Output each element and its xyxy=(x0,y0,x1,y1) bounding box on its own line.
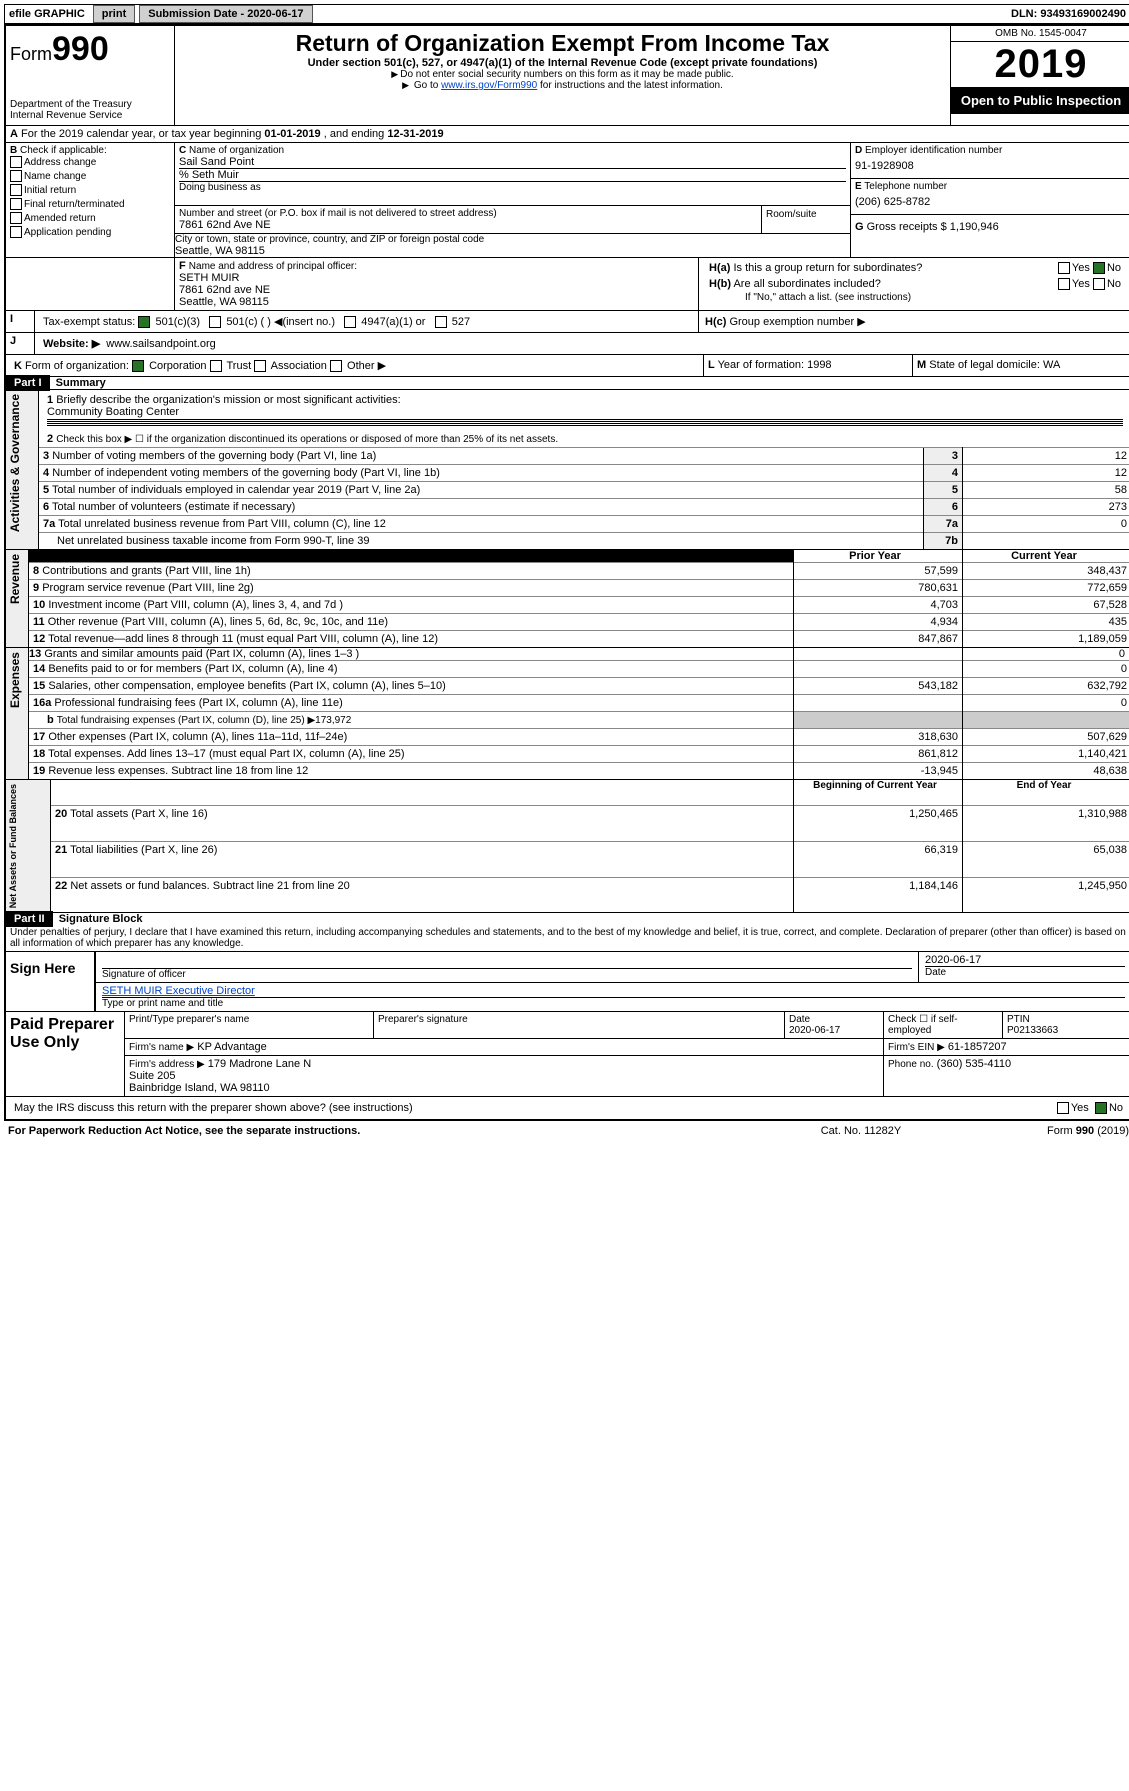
form-prefix: Form xyxy=(10,44,52,64)
ptin: P02133663 xyxy=(1007,1025,1058,1036)
page-footer: For Paperwork Reduction Act Notice, see … xyxy=(4,1121,1129,1141)
form-header: Form990 Department of the TreasuryIntern… xyxy=(6,26,1129,125)
cb-final-return[interactable]: Final return/terminated xyxy=(10,198,170,212)
section-a: A For the 2019 calendar year, or tax yea… xyxy=(6,125,1129,142)
section-i: I Tax-exempt status: 501(c)(3) 501(c) ( … xyxy=(6,310,1129,332)
form-footer: Form 990 (2019) xyxy=(965,1123,1129,1139)
part2-header: Part II Signature Block xyxy=(6,912,1129,925)
dln-label: DLN: 93493169002490 xyxy=(1011,8,1129,20)
year-formation: 1998 xyxy=(807,359,831,371)
note-link: Go to www.irs.gov/Form990 for instructio… xyxy=(183,80,942,91)
cb-other[interactable] xyxy=(330,360,342,372)
section-j: J Website: ▶ www.sailsandpoint.org xyxy=(6,332,1129,354)
cb-app-pending[interactable]: Application pending xyxy=(10,226,170,240)
cb-4947[interactable] xyxy=(344,316,356,328)
submission-date-button[interactable]: Submission Date - 2020-06-17 xyxy=(139,5,312,23)
irs-link[interactable]: www.irs.gov/Form990 xyxy=(441,80,537,91)
discuss-row: May the IRS discuss this return with the… xyxy=(6,1096,1129,1119)
website: www.sailsandpoint.org xyxy=(106,338,215,350)
efile-label: efile GRAPHIC xyxy=(5,8,89,20)
officer-name: SETH MUIR xyxy=(179,272,240,284)
sign-date: 2020-06-17 xyxy=(925,954,1125,966)
city-state-zip: Seattle, WA 98115 xyxy=(175,245,850,257)
section-b-to-g: B Check if applicable: Address change Na… xyxy=(6,142,1129,257)
cb-527[interactable] xyxy=(435,316,447,328)
tax-year: 2019 xyxy=(951,42,1129,87)
cb-address-change[interactable]: Address change xyxy=(10,156,170,170)
telephone: (206) 625-8782 xyxy=(855,192,1127,212)
expenses-table: Expenses 13 Grants and similar amounts p… xyxy=(6,647,1129,779)
dept-label: Department of the TreasuryInternal Reven… xyxy=(10,99,170,121)
cb-501c[interactable] xyxy=(209,316,221,328)
ein: 91-1928908 xyxy=(855,156,1127,176)
declaration: Under penalties of perjury, I declare th… xyxy=(6,925,1129,951)
ha-yes[interactable] xyxy=(1058,262,1070,274)
cb-name-change[interactable]: Name change xyxy=(10,170,170,184)
revenue-table: Revenue Prior Year Current Year 8 Contri… xyxy=(6,549,1129,647)
cb-trust[interactable] xyxy=(210,360,222,372)
cb-501c3[interactable] xyxy=(138,316,150,328)
hb-no[interactable] xyxy=(1093,278,1105,290)
omb-number: OMB No. 1545-0047 xyxy=(951,26,1129,42)
netassets-table: Net Assets or Fund Balances Beginning of… xyxy=(6,779,1129,912)
form-title: Return of Organization Exempt From Incom… xyxy=(183,30,942,57)
cb-corp[interactable] xyxy=(132,360,144,372)
gross-receipts: 1,190,946 xyxy=(950,221,999,233)
section-revenue: Revenue xyxy=(6,550,24,608)
part1-table: Activities & Governance 1 Briefly descri… xyxy=(6,389,1129,549)
section-netassets: Net Assets or Fund Balances xyxy=(6,780,20,912)
cb-amended[interactable]: Amended return xyxy=(10,212,170,226)
section-f-h: F Name and address of principal officer:… xyxy=(6,257,1129,310)
paid-preparer: Paid Preparer Use Only Print/Type prepar… xyxy=(6,1011,1129,1096)
print-button[interactable]: print xyxy=(93,5,135,23)
discuss-no[interactable] xyxy=(1095,1102,1107,1114)
section-expenses: Expenses xyxy=(6,648,24,712)
officer-print-name: SETH MUIR Executive Director xyxy=(102,985,1125,997)
org-name: Sail Sand Point xyxy=(179,156,846,168)
cb-assoc[interactable] xyxy=(254,360,266,372)
form-number: 990 xyxy=(52,30,109,68)
mission: Community Boating Center xyxy=(47,406,179,418)
form-container: Form990 Department of the TreasuryIntern… xyxy=(4,24,1129,1121)
part1-header: Part I Summary xyxy=(6,376,1129,389)
domicile-state: WA xyxy=(1043,359,1060,371)
firm-ein: 61-1857207 xyxy=(948,1041,1007,1053)
section-governance: Activities & Governance xyxy=(6,390,24,536)
form-subtitle: Under section 501(c), 527, or 4947(a)(1)… xyxy=(183,57,942,69)
cb-initial-return[interactable]: Initial return xyxy=(10,184,170,198)
street-address: 7861 62nd Ave NE xyxy=(179,219,757,231)
sign-here: Sign Here Signature of officer 2020-06-1… xyxy=(6,951,1129,1011)
firm-name: KP Advantage xyxy=(197,1041,267,1053)
open-public-badge: Open to Public Inspection xyxy=(951,87,1129,114)
hb-yes[interactable] xyxy=(1058,278,1070,290)
dba-label: Doing business as xyxy=(179,181,846,193)
firm-phone: (360) 535-4110 xyxy=(937,1058,1011,1070)
top-toolbar: efile GRAPHIC print Submission Date - 20… xyxy=(4,4,1129,24)
section-k-l-m: K Form of organization: Corporation Trus… xyxy=(6,354,1129,376)
note-ssn: Do not enter social security numbers on … xyxy=(183,69,942,80)
discuss-yes[interactable] xyxy=(1057,1102,1069,1114)
care-of: % Seth Muir xyxy=(179,168,846,181)
ha-no[interactable] xyxy=(1093,262,1105,274)
